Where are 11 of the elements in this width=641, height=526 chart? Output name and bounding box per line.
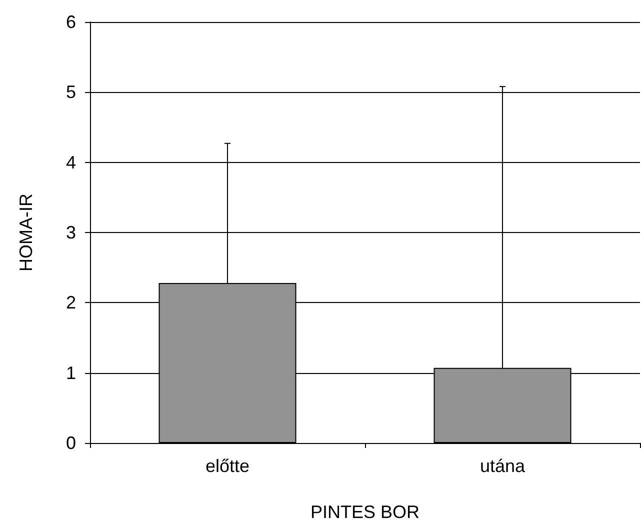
x-tick-label: utána (480, 456, 526, 476)
x-tick-label: előtte (205, 456, 250, 476)
y-tick-label: 4 (66, 152, 76, 172)
y-tick-label: 0 (66, 433, 76, 453)
y-tick-label: 1 (66, 362, 76, 383)
y-tick-label: 5 (66, 82, 76, 102)
y-tick-label: 2 (66, 292, 76, 313)
y-tick-label: 3 (66, 222, 76, 242)
y-tick-label: 6 (66, 12, 76, 32)
x-axis-title: PINTES BOR (310, 502, 420, 522)
y-axis-title: HOMA-IR (16, 194, 36, 272)
